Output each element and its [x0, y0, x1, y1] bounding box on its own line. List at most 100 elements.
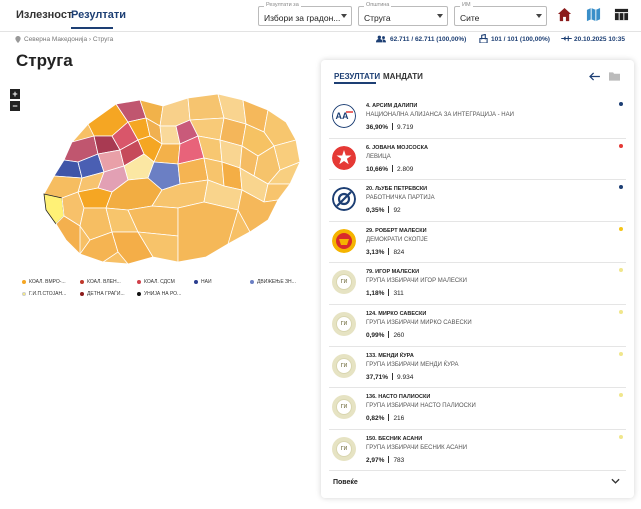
breadcrumb[interactable]: Северна Македонија › Струга — [24, 36, 114, 43]
party-name: РАБОТНИЧКА ПАРТИЈА — [366, 195, 435, 202]
vote-count: 92 — [393, 207, 401, 215]
svg-text:AA: AA — [336, 111, 349, 121]
legend-item[interactable]: УНИЈА НА РО... — [137, 291, 181, 297]
page-title: Струга — [16, 51, 73, 70]
party-name: ЛЕВИЦА — [366, 153, 391, 160]
result-values: 0,99% 260 — [366, 330, 405, 339]
democrats-logo — [332, 228, 356, 253]
update-icon — [561, 35, 572, 42]
party-color-dot — [619, 102, 623, 106]
list-item[interactable]: 20. ЉУБЕ ПЕТРЕВСКИ РАБОТНИЧКА ПАРТИЈА 0,… — [329, 180, 626, 222]
folder-icon[interactable] — [609, 71, 620, 81]
legend-dot — [80, 292, 84, 296]
top-bar: Излезност Резултати Резултати за Избори … — [0, 0, 641, 32]
legend-item[interactable]: КОАЛ. СДСМ — [137, 279, 175, 285]
candidate-name: 136. НАСТО ПАЛИОСКИ — [366, 394, 431, 401]
municipality-select-value: Струга — [364, 13, 391, 23]
tab-mandates[interactable]: МАНДАТИ — [383, 72, 423, 81]
list-item[interactable]: AA 4. АРСИМ ДАЛИПИ НАЦИОНАЛНА АЛИЈАНСА З… — [329, 97, 626, 139]
tab-underline — [71, 27, 113, 29]
municipality-select-label: Општина — [364, 2, 392, 8]
municipality[interactable] — [177, 201, 239, 263]
legend-item[interactable]: ДВИЖЕЊЕ ЗН... — [250, 279, 296, 285]
zoom-in-button[interactable]: + — [10, 89, 20, 99]
list-item[interactable]: 6. ЈОВАНА МОЈСОСКА ЛЕВИЦА 10,66% 2.809 — [329, 139, 626, 181]
vote-count: 216 — [393, 415, 405, 423]
tab-results[interactable]: Резултати — [71, 9, 126, 21]
last-updated: 20.10.2025 10:35 — [574, 36, 625, 43]
list-item[interactable]: ГИ 136. НАСТО ПАЛИОСКИ ГРУПА ИЗБИРАЧИ НА… — [329, 388, 626, 430]
results-panel: РЕЗУЛТАТИ МАНДАТИ AA 4. АРСИМ ДАЛИПИ НАЦ… — [321, 60, 634, 498]
vote-count: 260 — [393, 331, 405, 339]
vote-count: 2.809 — [397, 165, 414, 173]
table-icon[interactable] — [614, 7, 629, 22]
legend-item[interactable]: Г.И.П.СТОЈАН... — [22, 291, 66, 297]
tab-turnout[interactable]: Излезност — [16, 9, 73, 21]
municipalities — [43, 93, 301, 265]
panel-tab-underline — [334, 82, 376, 84]
results-list: AA 4. АРСИМ ДАЛИПИ НАЦИОНАЛНА АЛИЈАНСА З… — [329, 97, 626, 472]
party-color-dot — [619, 309, 623, 314]
polling-station-select[interactable]: ИМ Сите — [454, 2, 547, 26]
result-values: 1,18% 311 — [366, 289, 404, 297]
legend-item[interactable]: НАИ — [194, 279, 212, 285]
party-color-dot — [619, 393, 623, 398]
result-values: 2,97% 783 — [366, 455, 404, 464]
legend-item[interactable]: ДЕТНА ГРАЃИ... — [80, 291, 125, 297]
party-color-dot — [619, 351, 623, 356]
list-item[interactable]: 29. РОБЕРТ МАЛЕСКИ ДЕМОКРАТИ СКОПЈЕ 3,13… — [329, 222, 626, 264]
levica-logo — [332, 145, 356, 170]
party-name: НАЦИОНАЛНА АЛИЈАНСА ЗА ИНТЕГРАЦИЈА - НАИ — [366, 112, 514, 118]
vote-percent: 3,13% — [366, 248, 385, 256]
polling-station-select-value: Сите — [460, 13, 480, 23]
election-select[interactable]: Резултати за Избори за градон... — [258, 2, 352, 26]
party-color-dot — [619, 226, 623, 231]
vote-percent: 1,18% — [366, 290, 385, 298]
legend-dot — [250, 280, 254, 284]
home-icon[interactable] — [557, 7, 572, 22]
legend-label: КОАЛ. СДСМ — [144, 279, 175, 285]
legend-label: ДЕТНА ГРАЃИ... — [87, 291, 125, 297]
list-item[interactable]: ГИ 150. БЕСНИК АСАНИ ГРУПА ИЗБИРАЧИ БЕСН… — [329, 430, 626, 472]
list-item[interactable]: ГИ 133. МЕНДИ ЌУРА ГРУПА ИЗБИРАЧИ МЕНДИ … — [329, 347, 626, 389]
candidate-name: 79. ИГОР МАЛЕСКИ — [366, 269, 420, 276]
voters-count: 62.711 / 62.711 (100,00%) — [390, 36, 467, 43]
list-item[interactable]: ГИ 79. ИГОР МАЛЕСКИ ГРУПА ИЗБИРАЧИ ИГОР … — [329, 263, 626, 305]
election-map[interactable] — [28, 92, 310, 267]
vote-percent: 2,97% — [366, 456, 385, 464]
sub-bar: Северна Македонија › Струга 62.711 / 62.… — [0, 33, 641, 46]
party-color-dot — [619, 268, 623, 273]
result-values: 37,71% 9.934 — [366, 372, 413, 381]
legend-label: ДВИЖЕЊЕ ЗН... — [257, 279, 296, 285]
zoom-out-button[interactable]: − — [10, 101, 20, 111]
candidate-name: 4. АРСИМ ДАЛИПИ — [366, 103, 418, 109]
nai-logo: AA — [332, 104, 356, 128]
result-values: 0,35% 92 — [366, 206, 401, 214]
chevron-down-icon[interactable] — [611, 478, 620, 485]
voters-icon — [376, 35, 386, 43]
legend-item[interactable]: КОАЛ. ВЛЕН... — [80, 279, 121, 285]
list-item[interactable]: ГИ 124. МИРКО САВЕСКИ ГРУПА ИЗБИРАЧИ МИР… — [329, 305, 626, 347]
municipality[interactable] — [55, 215, 81, 255]
result-values: 3,13% 824 — [366, 247, 405, 256]
voter-group-logo: ГИ — [332, 436, 356, 461]
map-icon[interactable] — [586, 7, 601, 22]
legend-label: Г.И.П.СТОЈАН... — [29, 291, 67, 297]
tab-results-panel[interactable]: РЕЗУЛТАТИ — [334, 72, 381, 81]
municipality-select[interactable]: Општина Струга — [358, 2, 448, 26]
back-arrow-icon[interactable] — [589, 72, 600, 81]
more-button[interactable]: Повеќе — [333, 479, 358, 486]
vote-percent: 37,71% — [366, 373, 389, 381]
map-legend: КОАЛ. ВМРО-... КОАЛ. ВЛЕН... КОАЛ. СДСМ … — [22, 277, 312, 307]
vote-count: 824 — [393, 248, 405, 256]
chevron-down-icon — [536, 14, 542, 18]
legend-label: НАИ — [201, 279, 212, 285]
voter-group-logo: ГИ — [332, 311, 356, 336]
location-pin-icon — [15, 36, 21, 43]
legend-item[interactable]: КОАЛ. ВМРО-... — [22, 279, 66, 285]
vote-percent: 10,66% — [366, 165, 389, 173]
legend-dot — [137, 280, 141, 284]
legend-label: КОАЛ. ВМРО-... — [29, 279, 66, 285]
party-name: ДЕМОКРАТИ СКОПЈЕ — [366, 236, 428, 243]
municipality[interactable] — [263, 183, 291, 203]
